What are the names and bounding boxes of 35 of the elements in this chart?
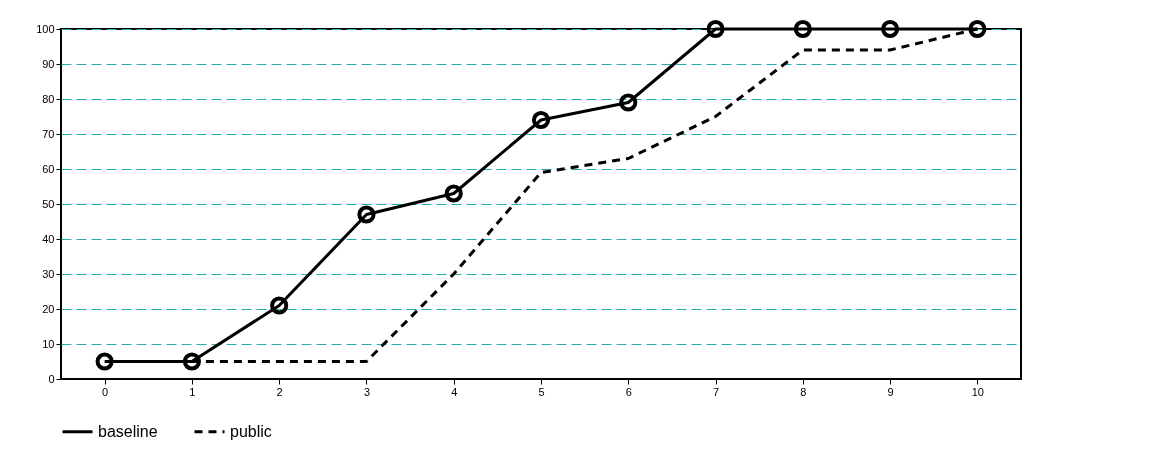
point: [182, 352, 201, 371]
x-tick-label: 8: [800, 385, 807, 398]
x-tick-label: 7: [712, 385, 720, 398]
point: [357, 205, 376, 224]
x-tick-label: 4: [451, 385, 458, 398]
y-tick-label: 40: [42, 232, 55, 245]
point: [531, 110, 551, 130]
point: [619, 93, 638, 112]
x-tick-label: 3: [363, 385, 371, 398]
x-tick-label: 10: [971, 385, 984, 398]
y-tick-label: 10: [42, 337, 55, 350]
legend-label: public: [230, 422, 272, 440]
point: [270, 296, 289, 315]
x-tick-label: 5: [538, 385, 545, 398]
point: [793, 19, 812, 39]
y-tick-label: 50: [42, 197, 55, 210]
point: [444, 184, 463, 203]
y-tick-label: 60: [42, 162, 55, 175]
x-tick-label: 9: [887, 385, 894, 398]
x-tick-label: 2: [276, 385, 283, 398]
point: [881, 19, 900, 39]
y-tick-label: 100: [36, 22, 55, 35]
y-tick-label: 20: [42, 302, 55, 315]
y-tick-label: 80: [42, 92, 55, 105]
y-tick-label: 90: [42, 57, 55, 70]
y-tick-label: 0: [48, 372, 55, 385]
point: [706, 19, 725, 39]
y-tick-label: 30: [42, 267, 55, 280]
point: [95, 352, 114, 371]
x-tick-label: 6: [625, 385, 632, 398]
point: [968, 19, 987, 39]
x-tick-label: 0: [102, 385, 109, 398]
legend-label: baseline: [98, 422, 158, 440]
y-tick-label: 70: [42, 127, 55, 140]
x-tick-label: 1: [189, 385, 196, 398]
